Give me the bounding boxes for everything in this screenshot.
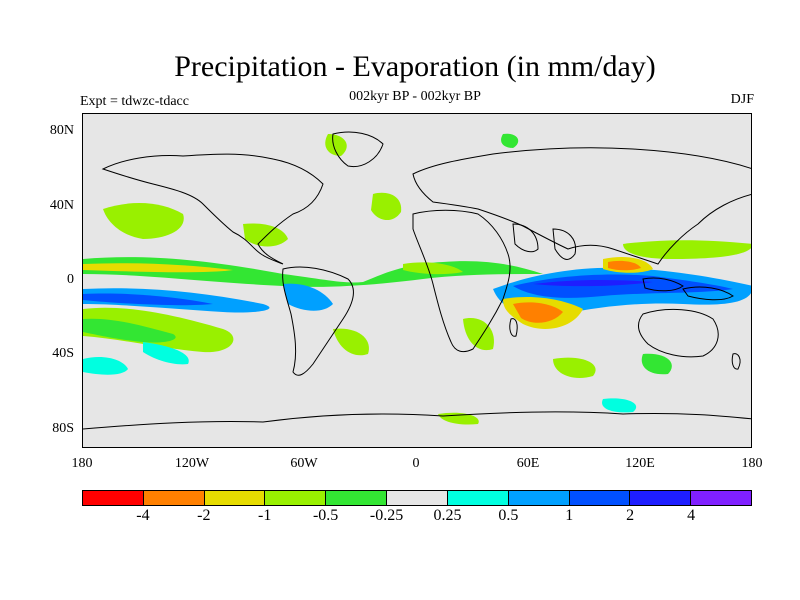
- x-tick-label: 60W: [290, 456, 318, 471]
- x-tick-label: 60E: [516, 456, 540, 471]
- y-tick-label: 80S: [52, 421, 74, 436]
- colorbar-swatch: [204, 491, 266, 505]
- field-green-patches: [83, 133, 672, 425]
- map-panel: [82, 113, 752, 448]
- map-svg: [83, 114, 751, 447]
- x-tick-label: 120E: [625, 456, 655, 471]
- colorbar-tick-label: -1: [258, 507, 272, 524]
- field-tropical-band: [83, 240, 751, 329]
- colorbar-swatch: [508, 491, 570, 505]
- x-tick-label: 120W: [174, 456, 210, 471]
- y-tick-label: 0: [67, 272, 74, 287]
- colorbar-tick-label: -4: [136, 507, 150, 524]
- season-label: DJF: [730, 92, 754, 107]
- colorbar: [82, 490, 752, 506]
- plot-title: Precipitation - Evaporation (in mm/day): [174, 50, 656, 83]
- experiment-label: Expt = tdwzc-tdacc: [80, 94, 189, 109]
- colorbar-tick-label: 0.5: [498, 507, 519, 524]
- colorbar-tick-label: 1: [565, 507, 574, 524]
- colorbar-swatch: [326, 491, 388, 505]
- y-tick-label: 80N: [49, 123, 74, 138]
- colorbar-swatch: [447, 491, 509, 505]
- colorbar-tick-label: 2: [626, 507, 635, 524]
- y-tick-label: 40N: [49, 198, 74, 213]
- coastlines: [83, 131, 751, 430]
- colorbar-tick-label: -0.25: [369, 507, 404, 524]
- colorbar-tick-label: -2: [197, 507, 211, 524]
- colorbar-swatch: [630, 491, 692, 505]
- colorbar-swatch: [143, 491, 205, 505]
- colorbar-tick-label: -0.5: [312, 507, 339, 524]
- colorbar-swatch: [569, 491, 631, 505]
- colorbar-tick-label: 0.25: [433, 507, 462, 524]
- colorbar-swatch: [387, 491, 448, 505]
- y-tick-label: 40S: [52, 346, 74, 361]
- colorbar-swatch: [265, 491, 327, 505]
- x-tick-label: 180: [741, 456, 763, 471]
- x-tick-label: 0: [412, 456, 420, 471]
- colorbar-swatch: [691, 491, 751, 505]
- colorbar-tick-label: 4: [687, 507, 696, 524]
- colorbar-swatch: [83, 491, 144, 505]
- x-tick-label: 180: [71, 456, 93, 471]
- plot-subtitle: 002kyr BP - 002kyr BP: [349, 89, 481, 104]
